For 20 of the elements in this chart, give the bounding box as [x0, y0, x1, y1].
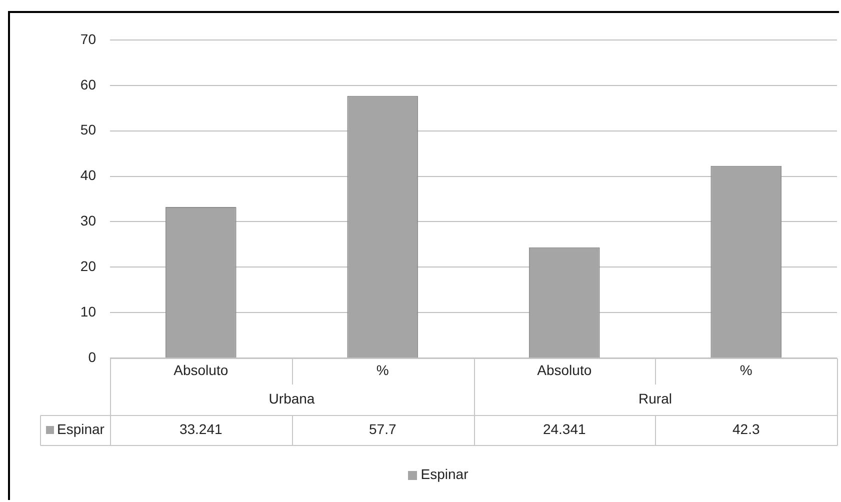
y-tick-label: 40	[80, 167, 96, 184]
y-tick-label: 30	[80, 212, 96, 229]
text: Rural	[638, 390, 672, 406]
y-tick-label: 20	[80, 258, 96, 274]
data-label: 42.3	[732, 420, 760, 437]
y-tick-label: 50	[80, 122, 96, 138]
y-tick-label: 0	[88, 348, 96, 365]
x-tick-label: %	[740, 362, 752, 378]
data-label: 24.341	[542, 420, 586, 437]
data-label: 33.241	[179, 420, 222, 437]
y-tick-label: 60	[80, 76, 96, 92]
x-tick-label: Absoluto	[537, 362, 592, 378]
y-tick-label: 10	[80, 303, 96, 320]
data-label: 57.7	[369, 420, 396, 437]
x-tick-label: %	[376, 362, 389, 378]
x-tick-label: Absoluto	[174, 362, 228, 378]
legend-label: Espinar	[57, 420, 105, 437]
text: Espinar	[420, 466, 468, 482]
text: Urbana	[268, 390, 315, 406]
y-tick-label: 70	[80, 30, 96, 47]
